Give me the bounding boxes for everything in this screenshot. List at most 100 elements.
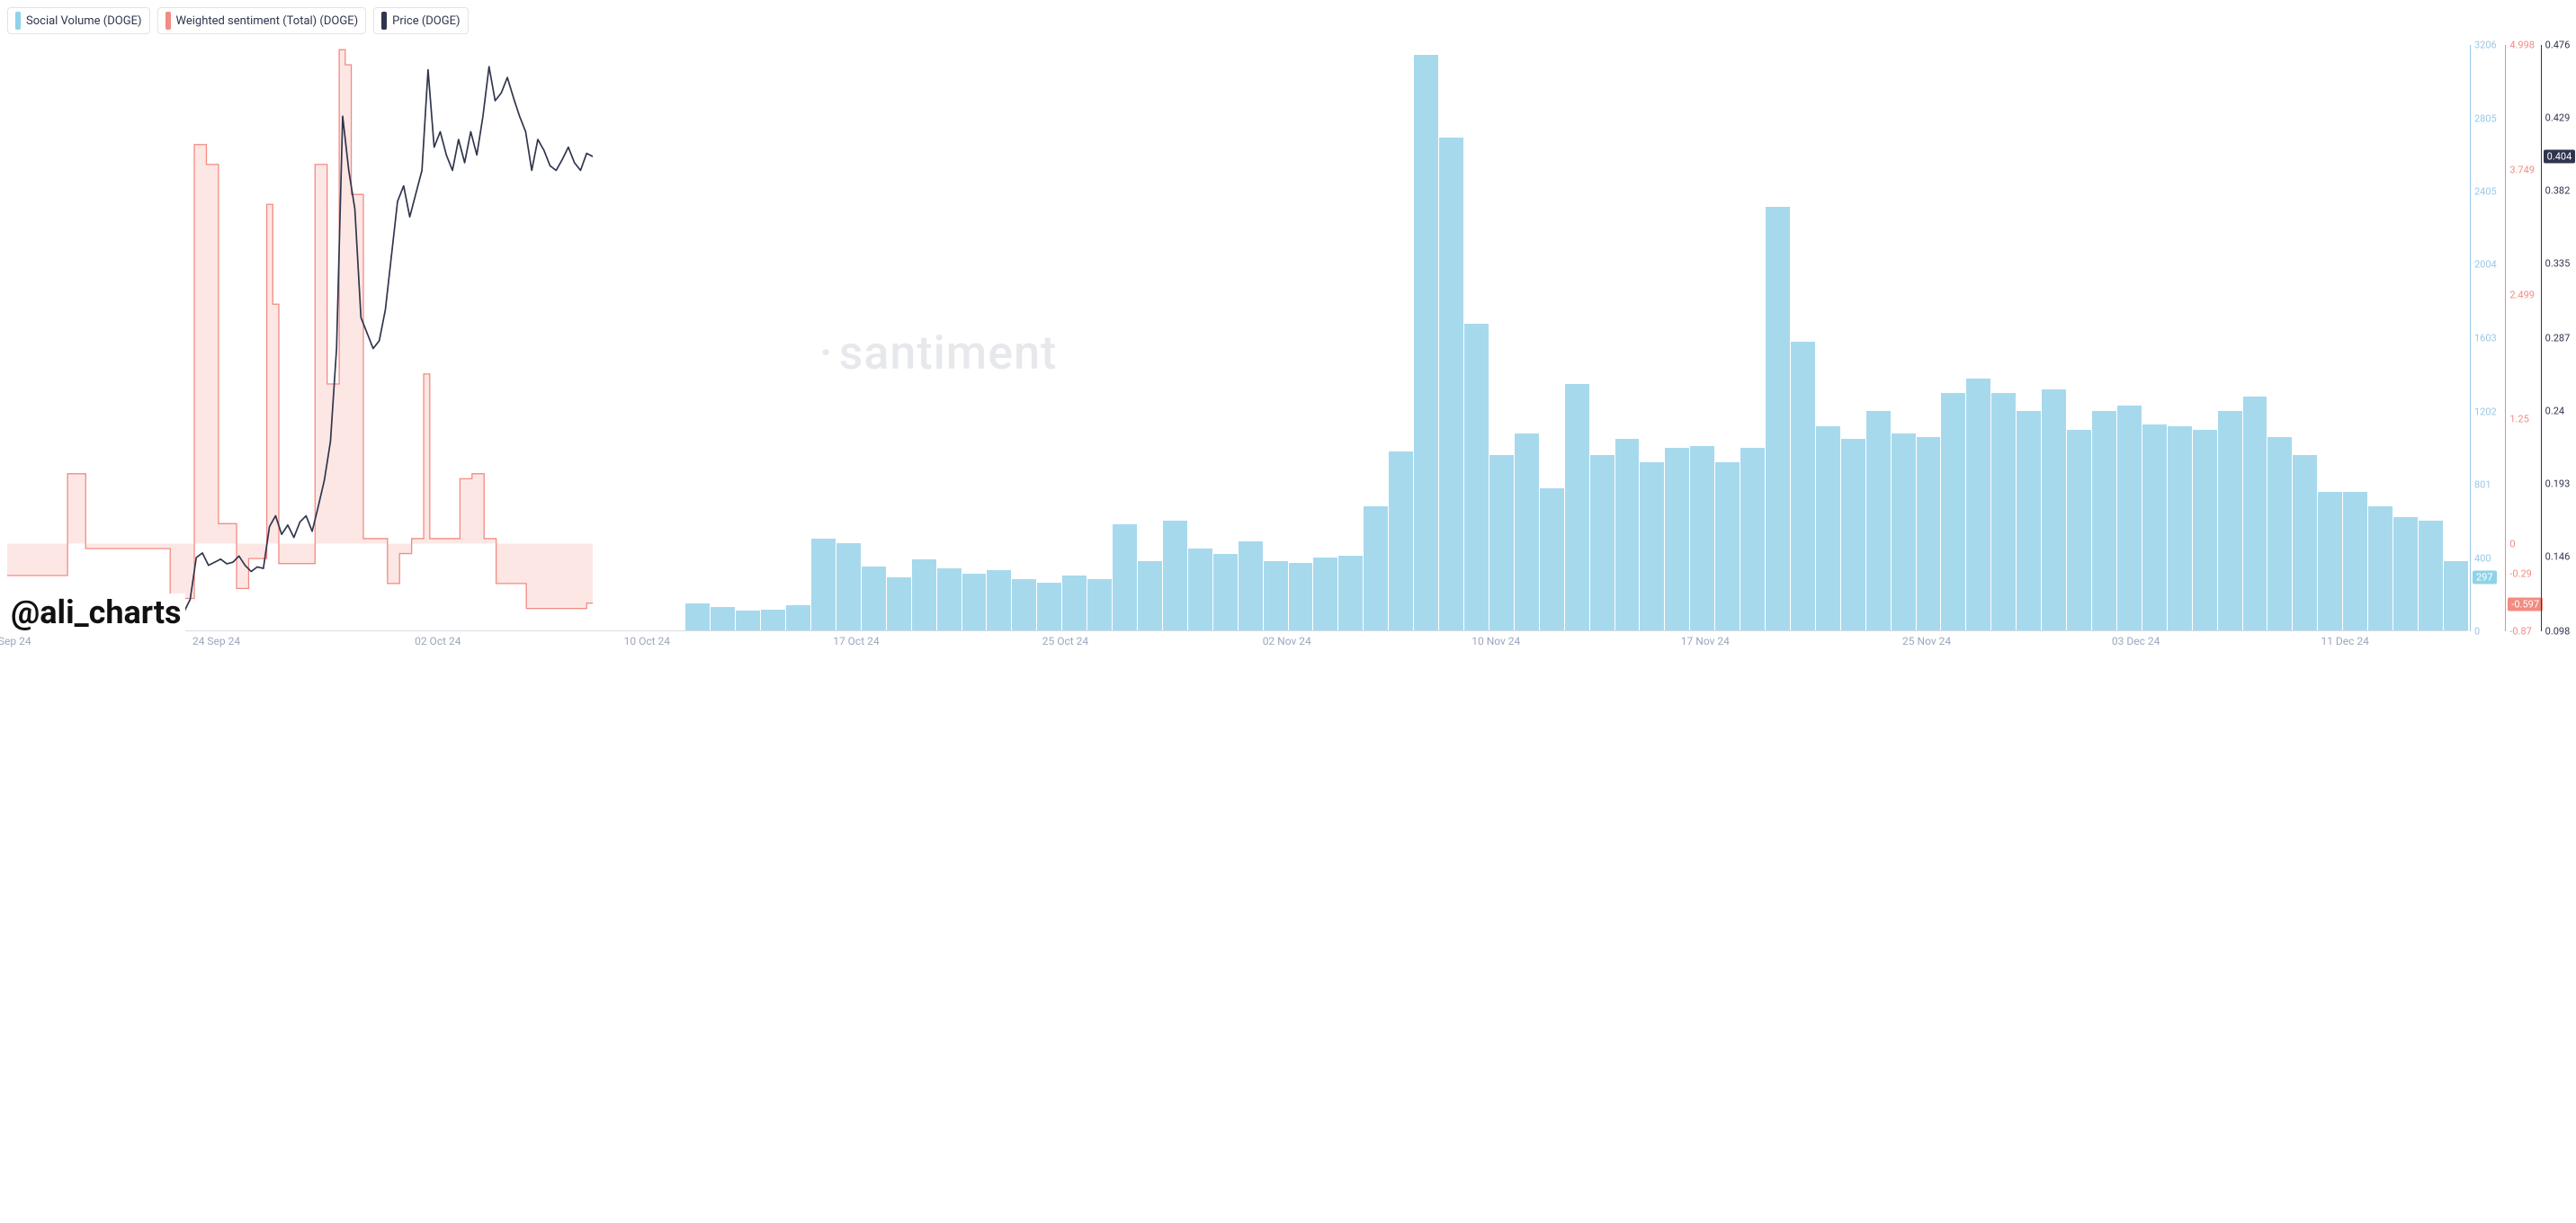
- y-tick: 4.998: [2509, 40, 2535, 51]
- volume-bar: [1515, 433, 1539, 630]
- volume-bar: [1489, 455, 1514, 630]
- legend-label: Weighted sentiment (Total) (DOGE): [176, 14, 359, 28]
- x-tick: 17 Oct 24: [833, 635, 879, 647]
- volume-bar: [1966, 379, 1990, 630]
- y-tick: 2805: [2474, 112, 2497, 124]
- volume-bar: [2168, 426, 2192, 630]
- legend: Social Volume (DOGE) Weighted sentiment …: [7, 7, 469, 34]
- volume-bar: [1841, 439, 1865, 630]
- y-tick: 0.193: [2545, 478, 2571, 490]
- legend-label: Price (DOGE): [392, 14, 460, 28]
- y-tick: 3.749: [2509, 164, 2535, 175]
- volume-bar: [1313, 558, 1337, 630]
- volume-bar: [2343, 492, 2367, 630]
- legend-item-sentiment[interactable]: Weighted sentiment (Total) (DOGE): [157, 7, 367, 34]
- y-tick: 0: [2509, 539, 2515, 550]
- volume-bar: [2444, 561, 2468, 630]
- x-tick: 02 Oct 24: [415, 635, 461, 647]
- legend-swatch-price: [381, 12, 387, 30]
- volume-bar: [1715, 462, 1740, 630]
- y-tick: 0.146: [2545, 551, 2571, 563]
- volume-bar: [1991, 393, 2016, 630]
- volume-bar: [1690, 446, 1714, 630]
- volume-bar: [786, 605, 810, 630]
- y-tick: 3206: [2474, 40, 2497, 51]
- volume-bar: [761, 610, 785, 630]
- volume-bar: [1389, 451, 1413, 630]
- volume-bar: [2142, 424, 2167, 630]
- y-marker: 297: [2473, 570, 2497, 584]
- plot-area: santiment: [7, 45, 2468, 631]
- legend-item-price[interactable]: Price (DOGE): [373, 7, 468, 34]
- volume-bar: [811, 539, 836, 630]
- price-line: [7, 45, 593, 630]
- volume-bar: [1364, 506, 1388, 630]
- volume-bar: [2067, 430, 2091, 630]
- volume-bar: [1615, 439, 1640, 630]
- volume-bar: [1740, 448, 1765, 630]
- volume-bar: [2293, 455, 2317, 630]
- volume-bar: [1439, 138, 1463, 630]
- volume-bar: [1464, 324, 1489, 630]
- volume-bar: [1338, 556, 1363, 630]
- volume-bar: [2193, 430, 2217, 630]
- y-tick: 1603: [2474, 333, 2497, 344]
- volume-bar: [1113, 524, 1137, 630]
- legend-item-volume[interactable]: Social Volume (DOGE): [7, 7, 150, 34]
- volume-bar: [2042, 389, 2066, 630]
- volume-bar: [1213, 554, 1238, 630]
- volume-bar: [1917, 437, 1941, 630]
- volume-bar: [962, 574, 987, 630]
- volume-bar: [1766, 207, 1790, 630]
- volume-bar: [1892, 433, 1916, 630]
- volume-bar: [1037, 583, 1061, 630]
- volume-bar: [1289, 563, 1313, 630]
- volume-bar: [937, 568, 962, 630]
- y-tick: 1.25: [2509, 414, 2528, 425]
- y-tick: 2004: [2474, 259, 2497, 271]
- volume-bar: [1941, 393, 1965, 630]
- volume-bar: [836, 543, 861, 630]
- volume-bar: [1188, 549, 1212, 630]
- volume-bar: [1816, 426, 1840, 630]
- x-tick: 25 Nov 24: [1902, 635, 1951, 647]
- y-tick: 1202: [2474, 406, 2497, 417]
- volume-bar: [2267, 437, 2292, 630]
- y-tick: 0.476: [2545, 40, 2571, 51]
- volume-bar: [2092, 411, 2116, 630]
- volume-bar: [2243, 397, 2267, 630]
- y-tick: 0.098: [2545, 626, 2571, 638]
- legend-swatch-volume: [15, 12, 21, 30]
- volume-bar: [2017, 411, 2041, 630]
- volume-bar: [2318, 492, 2342, 630]
- y-axis-sentiment: -0.87-0.2901.252.4993.7494.998-0.597: [2505, 45, 2540, 631]
- y-tick: 2.499: [2509, 289, 2535, 300]
- y-axes: 0400801120216032004240528053206297 -0.87…: [2470, 45, 2576, 631]
- legend-swatch-sentiment: [165, 12, 171, 30]
- volume-bar: [1062, 576, 1087, 630]
- credit-handle: @ali_charts: [7, 594, 185, 631]
- volume-bar: [2419, 521, 2443, 630]
- y-axis-volume: 0400801120216032004240528053206297: [2470, 45, 2505, 631]
- x-tick: 17 Nov 24: [1681, 635, 1730, 647]
- volume-bar: [912, 559, 936, 630]
- volume-bar: [1866, 411, 1891, 630]
- volume-bar: [1163, 521, 1187, 630]
- volume-bar: [1012, 579, 1036, 630]
- volume-bar: [1590, 455, 1614, 630]
- legend-label: Social Volume (DOGE): [26, 14, 142, 28]
- x-tick: 24 Sep 24: [192, 635, 240, 647]
- volume-bar: [1565, 384, 1589, 630]
- y-tick: 0.429: [2545, 112, 2571, 124]
- y-tick: 0.287: [2545, 333, 2571, 344]
- volume-bar: [987, 570, 1011, 630]
- y-tick: 400: [2474, 552, 2491, 564]
- y-tick: 0.335: [2545, 258, 2571, 270]
- volume-bar: [1791, 342, 1815, 630]
- volume-bar: [2218, 411, 2242, 630]
- x-tick: 16 Sep 24: [0, 635, 31, 647]
- volume-bar: [1239, 541, 1263, 630]
- x-tick: 11 Dec 24: [2321, 635, 2368, 647]
- y-tick: 0.24: [2545, 406, 2564, 417]
- volume-bar: [1264, 561, 1288, 630]
